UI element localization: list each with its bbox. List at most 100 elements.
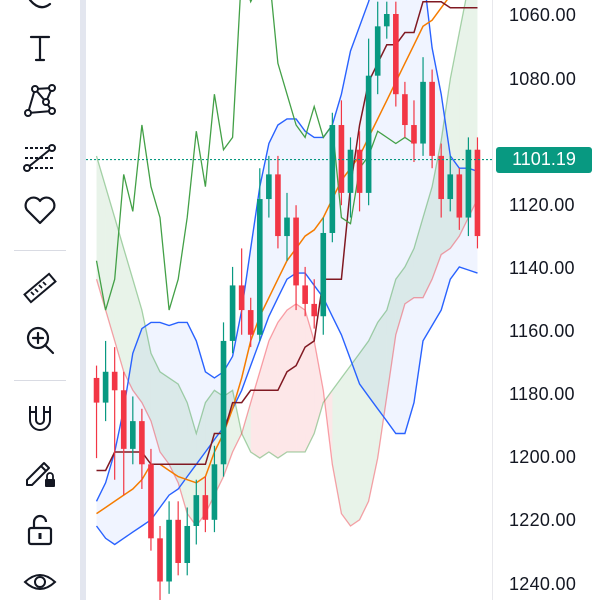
candle-down (175, 519, 181, 563)
ichimoku-cloud-segment (323, 390, 333, 465)
lock-icon[interactable] (18, 508, 62, 552)
ichimoku-cloud-segment (178, 384, 188, 514)
price-tick: 1220.00 (509, 510, 577, 530)
ichimoku-cloud-segment (141, 310, 151, 422)
ichimoku-cloud-segment (150, 353, 161, 452)
candle-down (148, 464, 154, 539)
ichimoku-cloud-segment (123, 248, 133, 391)
ichimoku-cloud-segment (105, 186, 115, 341)
ichimoku-cloud-segment (332, 377, 342, 514)
candle-up (256, 199, 263, 335)
ichimoku-cloud-segment (404, 248, 414, 304)
ichimoku-cloud-segment (350, 353, 360, 526)
ichimoku-cloud-segment (241, 402, 251, 452)
forecast-icon[interactable] (18, 136, 62, 180)
price-tick: 1140.00 (509, 258, 575, 278)
candle-up (383, 14, 390, 27)
ichimoku-cloud-segment (287, 303, 297, 452)
candle-up (284, 217, 290, 237)
ichimoku-cloud-segment (250, 371, 260, 459)
ichimoku-cloud-segment (160, 371, 170, 465)
pattern-icon[interactable] (18, 78, 62, 122)
candle-up (365, 75, 372, 193)
candle-up (329, 125, 336, 233)
ichimoku-cloud-segment (169, 377, 179, 483)
price-tick: 1180.00 (509, 384, 575, 404)
bollinger-upper-line (95, 0, 478, 502)
ichimoku-cloud-segment (259, 340, 269, 459)
candle-down (456, 174, 463, 218)
candle-down (411, 125, 417, 144)
candle-down (157, 538, 163, 582)
candle-down (202, 495, 209, 520)
toolbar-separator (14, 250, 66, 251)
candle-down (275, 174, 281, 237)
candle-up (102, 371, 109, 403)
magnet-icon[interactable] (18, 396, 62, 440)
eye-icon[interactable] (18, 560, 62, 604)
candle-up (211, 464, 218, 520)
brush-icon[interactable] (18, 0, 62, 28)
price-tick: 1160.00 (509, 321, 575, 341)
candle-up (447, 174, 454, 200)
candle-up (465, 149, 472, 218)
candle-down (139, 421, 145, 465)
ichimoku-cloud-segment (386, 279, 396, 397)
zoom-in-icon[interactable] (18, 318, 62, 362)
candle-down (393, 14, 399, 95)
candle-up (166, 519, 172, 582)
price-tick: 1080.00 (509, 69, 577, 89)
candle-down (293, 217, 299, 286)
candle-down (120, 390, 127, 449)
candle-down (429, 81, 435, 156)
ichimoku-cloud-segment (377, 310, 387, 459)
price-tick: 1060.00 (509, 5, 577, 25)
drawing-toolbar (0, 0, 80, 600)
toolbar-border (80, 0, 86, 600)
price-axis[interactable]: 1060.00 1080.00 1120.00 1140.00 1160.00 … (492, 0, 600, 600)
ichimoku-cloud-segment (114, 217, 124, 372)
ichimoku-cloud-segment (413, 217, 424, 298)
candle-down (302, 285, 308, 304)
ruler-icon[interactable] (18, 266, 62, 310)
candle-down (93, 377, 100, 403)
current-price-label: 1101.19 (496, 146, 592, 173)
candle-down (247, 310, 254, 335)
candle-down (111, 371, 118, 391)
cloud-leading-span-b (95, 198, 479, 528)
candle-down (356, 149, 363, 193)
pencil-lock-icon[interactable] (18, 450, 62, 494)
candle-up (184, 525, 191, 563)
ichimoku-cloud-segment (423, 186, 433, 298)
ichimoku-cloud-segment (314, 340, 324, 434)
bollinger-lower-line (95, 266, 478, 546)
chart-canvas[interactable] (86, 0, 492, 600)
ichimoku-cloud-segment (341, 365, 351, 526)
price-tick: 1200.00 (509, 447, 577, 467)
text-icon[interactable] (18, 26, 62, 70)
heart-icon[interactable] (18, 188, 62, 232)
candle-down (402, 94, 408, 126)
base-line (96, 0, 478, 472)
ichimoku-cloud-segment (305, 310, 315, 452)
candle-down (474, 149, 481, 237)
candle-up (229, 285, 236, 341)
candle-up (220, 340, 227, 465)
candle-up (266, 174, 272, 200)
price-tick: 1240.00 (509, 574, 577, 594)
ichimoku-cloud-segment (368, 322, 378, 502)
price-chart[interactable] (86, 0, 492, 600)
candle-up (374, 26, 381, 76)
candle-down (438, 155, 444, 200)
bollinger-band-fill (96, 0, 478, 545)
ichimoku-cloud-segment (395, 266, 405, 335)
candle-down (238, 285, 245, 311)
candle-up (320, 232, 327, 317)
candle-down (311, 303, 318, 317)
toolbar-separator (14, 380, 66, 381)
candle-up (193, 495, 200, 526)
price-tick: 1120.00 (509, 195, 575, 215)
candle-up (420, 81, 426, 144)
ichimoku-cloud-segment (296, 303, 306, 452)
candle-up (347, 149, 354, 193)
